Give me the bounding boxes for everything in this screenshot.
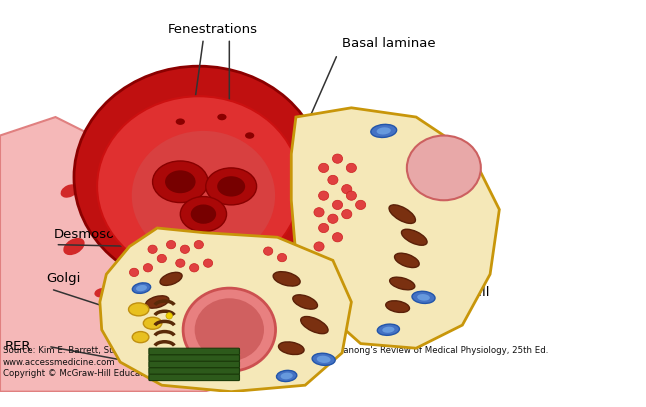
Ellipse shape	[333, 233, 342, 242]
FancyBboxPatch shape	[149, 348, 240, 354]
Ellipse shape	[129, 303, 149, 316]
Ellipse shape	[205, 168, 256, 205]
Ellipse shape	[417, 294, 430, 301]
Ellipse shape	[97, 96, 300, 276]
Ellipse shape	[314, 208, 324, 217]
Ellipse shape	[176, 259, 185, 267]
Ellipse shape	[390, 277, 415, 290]
Ellipse shape	[318, 223, 329, 233]
Ellipse shape	[386, 301, 410, 313]
Ellipse shape	[180, 245, 189, 254]
Ellipse shape	[165, 170, 196, 193]
Polygon shape	[100, 228, 351, 392]
Ellipse shape	[217, 114, 227, 120]
Ellipse shape	[130, 268, 148, 280]
Ellipse shape	[180, 197, 227, 232]
Ellipse shape	[129, 268, 139, 276]
Text: Copyright © McGraw-Hill Education.  All rights reserved.: Copyright © McGraw-Hill Education. All r…	[3, 369, 246, 378]
Ellipse shape	[140, 148, 156, 160]
Ellipse shape	[143, 317, 162, 329]
Ellipse shape	[377, 127, 391, 134]
FancyBboxPatch shape	[149, 368, 240, 374]
FancyBboxPatch shape	[149, 361, 240, 368]
Ellipse shape	[371, 125, 397, 138]
Ellipse shape	[194, 298, 264, 361]
Ellipse shape	[167, 241, 176, 249]
Ellipse shape	[176, 118, 185, 125]
Ellipse shape	[346, 163, 357, 173]
Ellipse shape	[278, 342, 304, 354]
Ellipse shape	[407, 136, 481, 200]
Ellipse shape	[328, 214, 338, 223]
Ellipse shape	[61, 184, 78, 198]
Text: RER: RER	[5, 340, 31, 353]
Ellipse shape	[355, 200, 366, 210]
Ellipse shape	[382, 327, 395, 333]
Ellipse shape	[317, 356, 331, 363]
Ellipse shape	[80, 150, 105, 168]
Ellipse shape	[194, 241, 203, 249]
Ellipse shape	[152, 161, 208, 203]
Ellipse shape	[264, 247, 273, 255]
Ellipse shape	[189, 264, 199, 272]
Text: Source: Kim E. Barrett, Susan M. Barman, Scott Boltano, Heddwen L. Brooks: Ganon: Source: Kim E. Barrett, Susan M. Barman,…	[3, 346, 548, 355]
Text: Capillary: Capillary	[160, 171, 219, 184]
Ellipse shape	[318, 191, 329, 200]
Ellipse shape	[318, 163, 329, 173]
Text: B cell: B cell	[236, 365, 273, 378]
Text: Desmosome: Desmosome	[54, 228, 136, 241]
Ellipse shape	[132, 283, 151, 293]
Ellipse shape	[401, 229, 427, 245]
Ellipse shape	[342, 210, 352, 219]
FancyBboxPatch shape	[149, 374, 240, 381]
Ellipse shape	[191, 204, 216, 224]
Ellipse shape	[377, 324, 399, 335]
Text: Fenestrations: Fenestrations	[168, 23, 258, 36]
Ellipse shape	[389, 205, 415, 223]
Ellipse shape	[412, 291, 435, 304]
Ellipse shape	[132, 332, 149, 343]
Ellipse shape	[245, 132, 255, 139]
Ellipse shape	[277, 254, 287, 262]
Ellipse shape	[94, 288, 109, 298]
Polygon shape	[291, 108, 499, 348]
Ellipse shape	[136, 285, 147, 291]
Ellipse shape	[74, 66, 324, 288]
Ellipse shape	[166, 313, 172, 319]
Text: Basal laminae: Basal laminae	[342, 37, 436, 50]
Ellipse shape	[110, 212, 130, 225]
Polygon shape	[0, 117, 287, 392]
Ellipse shape	[148, 245, 157, 254]
Ellipse shape	[346, 191, 357, 200]
Text: A cell: A cell	[453, 286, 490, 299]
Ellipse shape	[342, 184, 352, 194]
Ellipse shape	[183, 288, 276, 371]
Ellipse shape	[145, 296, 169, 308]
Ellipse shape	[203, 259, 213, 267]
Ellipse shape	[293, 295, 317, 309]
Ellipse shape	[132, 131, 275, 260]
FancyBboxPatch shape	[149, 354, 240, 361]
Ellipse shape	[280, 372, 293, 379]
Ellipse shape	[328, 175, 338, 184]
Ellipse shape	[273, 271, 300, 286]
Ellipse shape	[160, 272, 182, 285]
Ellipse shape	[395, 253, 419, 267]
Ellipse shape	[314, 242, 324, 251]
Ellipse shape	[157, 254, 167, 263]
Ellipse shape	[63, 238, 85, 255]
Ellipse shape	[300, 317, 328, 334]
Ellipse shape	[217, 176, 245, 197]
Text: Golgi: Golgi	[47, 272, 81, 285]
Ellipse shape	[312, 353, 335, 365]
Ellipse shape	[143, 264, 152, 272]
Ellipse shape	[276, 370, 297, 381]
Text: www.accessmedicine.com: www.accessmedicine.com	[3, 358, 116, 367]
Ellipse shape	[333, 154, 342, 163]
Ellipse shape	[333, 200, 342, 210]
